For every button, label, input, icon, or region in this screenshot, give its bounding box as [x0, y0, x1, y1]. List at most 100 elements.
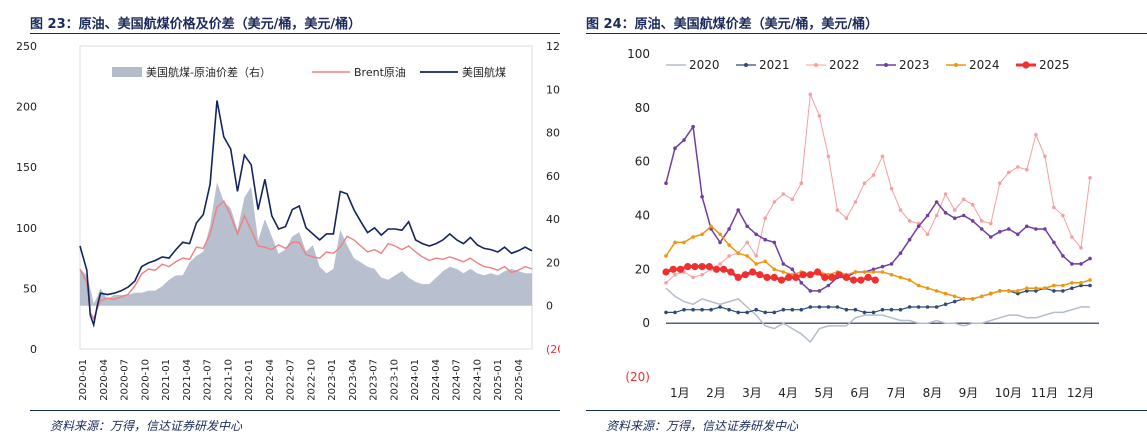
series-point-2023 — [808, 289, 813, 293]
series-point-2021 — [772, 310, 777, 315]
series-point-2021 — [880, 307, 885, 312]
legend-label-2021: 2021 — [759, 58, 790, 72]
x-tick-label: 2024-07 — [452, 359, 463, 401]
y-right-tick-label: 0 — [546, 300, 553, 313]
series-point-2021 — [853, 307, 858, 312]
y-left-tick-label: 200 — [16, 101, 37, 114]
series-point-2025 — [770, 273, 778, 281]
series-point-2021 — [709, 307, 713, 312]
series-point-2023 — [790, 267, 795, 272]
x-tick-label: 11月 — [1031, 386, 1058, 400]
series-point-2023 — [763, 237, 767, 242]
series-point-2021 — [1025, 289, 1029, 293]
series-point-2024 — [934, 289, 939, 293]
legend-marker-2023 — [884, 63, 888, 67]
legend-marker-2025 — [1022, 61, 1030, 69]
x-tick-label: 4月 — [778, 386, 798, 400]
series-point-2025 — [777, 276, 786, 284]
series-point-2024 — [781, 270, 786, 274]
series-point-2022 — [934, 213, 939, 218]
series-point-2021 — [1034, 289, 1038, 293]
series-point-2025 — [850, 276, 858, 284]
series-point-2021 — [943, 302, 948, 307]
x-tick-label: 2025-04 — [514, 359, 525, 401]
x-tick-label: 6月 — [850, 386, 870, 400]
figure-24-title-rule — [586, 33, 1147, 34]
series-point-2021 — [889, 307, 894, 312]
series-point-2021 — [664, 310, 668, 315]
series-point-2021 — [808, 305, 813, 309]
series-point-2024 — [691, 235, 695, 239]
x-tick-label: 3月 — [742, 386, 762, 400]
series-point-2022 — [790, 197, 795, 202]
x-tick-label: 2021-04 — [182, 359, 193, 401]
series-point-2022 — [998, 181, 1002, 185]
x-tick-label: 2021-10 — [223, 359, 234, 401]
series-point-2022 — [1052, 205, 1056, 210]
y-tick-label: 40 — [635, 209, 650, 223]
series-point-2023 — [1043, 227, 1047, 231]
figure-23-source: 资料来源：万得，信达证券研发中心 — [50, 419, 243, 433]
series-point-2023 — [826, 283, 831, 288]
series-point-2025 — [857, 276, 865, 284]
series-point-2021 — [826, 305, 831, 309]
series-point-2025 — [842, 273, 850, 281]
series-point-2023 — [961, 213, 966, 218]
series-point-2021 — [871, 310, 876, 315]
x-tick-label: 2023-07 — [369, 359, 380, 401]
series-point-2025 — [821, 273, 829, 281]
figure-23-bottom-rule — [30, 410, 560, 411]
series-point-2023 — [1088, 256, 1092, 261]
series-point-2023 — [979, 227, 984, 231]
series-point-2022 — [673, 272, 677, 277]
figure-23-title-rule — [30, 33, 560, 34]
series-point-2025 — [756, 271, 764, 279]
series-point-2024 — [970, 297, 975, 301]
series-point-2023 — [989, 235, 993, 239]
series-point-2024 — [1034, 286, 1038, 291]
series-point-2023 — [754, 232, 758, 237]
series-point-2021 — [817, 305, 822, 309]
series-point-2022 — [889, 186, 894, 191]
figure-23-chart: 0 50 100 150 200 250 (20) 0 20 40 60 80 100 120 2020-0… — [16, 40, 560, 401]
series-point-2023 — [736, 208, 740, 212]
legend-marker-2021 — [744, 63, 748, 67]
series-point-2024 — [889, 272, 894, 277]
series-point-2023 — [700, 194, 704, 199]
figure-24-bottom-rule — [586, 410, 1147, 411]
series-point-2021 — [745, 310, 749, 315]
series-point-2024 — [979, 294, 984, 299]
series-point-2024 — [1070, 281, 1074, 285]
series-line-2020 — [665, 287, 1090, 344]
series-point-2023 — [1052, 240, 1056, 245]
series-point-2022 — [1025, 167, 1029, 172]
series-point-2022 — [979, 219, 984, 223]
series-point-2024 — [1079, 281, 1083, 285]
x-tick-label: 2022-07 — [286, 359, 297, 401]
plot-frame — [79, 45, 533, 350]
series-point-2024 — [943, 291, 948, 296]
y-left-tick-label: 0 — [30, 343, 37, 356]
series-point-2024 — [682, 240, 686, 245]
y-tick-label: (20) — [625, 370, 650, 384]
y-left-tick-label: 150 — [16, 161, 37, 174]
series-point-2021 — [736, 310, 740, 315]
figure-24-source: 资料来源：万得，信达证券研发中心 — [606, 419, 799, 433]
y-right-tick-label: 80 — [546, 127, 560, 140]
series-point-2024 — [1007, 289, 1011, 293]
series-point-2024 — [989, 291, 993, 296]
figure-23-title: 图 23：原油、美国航煤价格及价差（美元/桶，美元/桶） — [30, 17, 362, 32]
series-point-2025 — [799, 271, 807, 279]
series-point-2022 — [700, 272, 704, 277]
y-right-tick-label: 120 — [546, 40, 560, 53]
series-point-2022 — [781, 192, 786, 196]
x-tick-label: 2021-07 — [203, 359, 214, 401]
series-point-2025 — [712, 265, 721, 273]
series-point-2023 — [934, 200, 939, 204]
series-point-2024 — [916, 283, 921, 288]
x-tick-label: 2023-01 — [327, 359, 338, 401]
legend-label-2024: 2024 — [969, 58, 1000, 72]
legend-label-2022: 2022 — [829, 58, 860, 72]
legend-label-2020: 2020 — [689, 58, 720, 72]
brent-line-series — [79, 199, 533, 321]
